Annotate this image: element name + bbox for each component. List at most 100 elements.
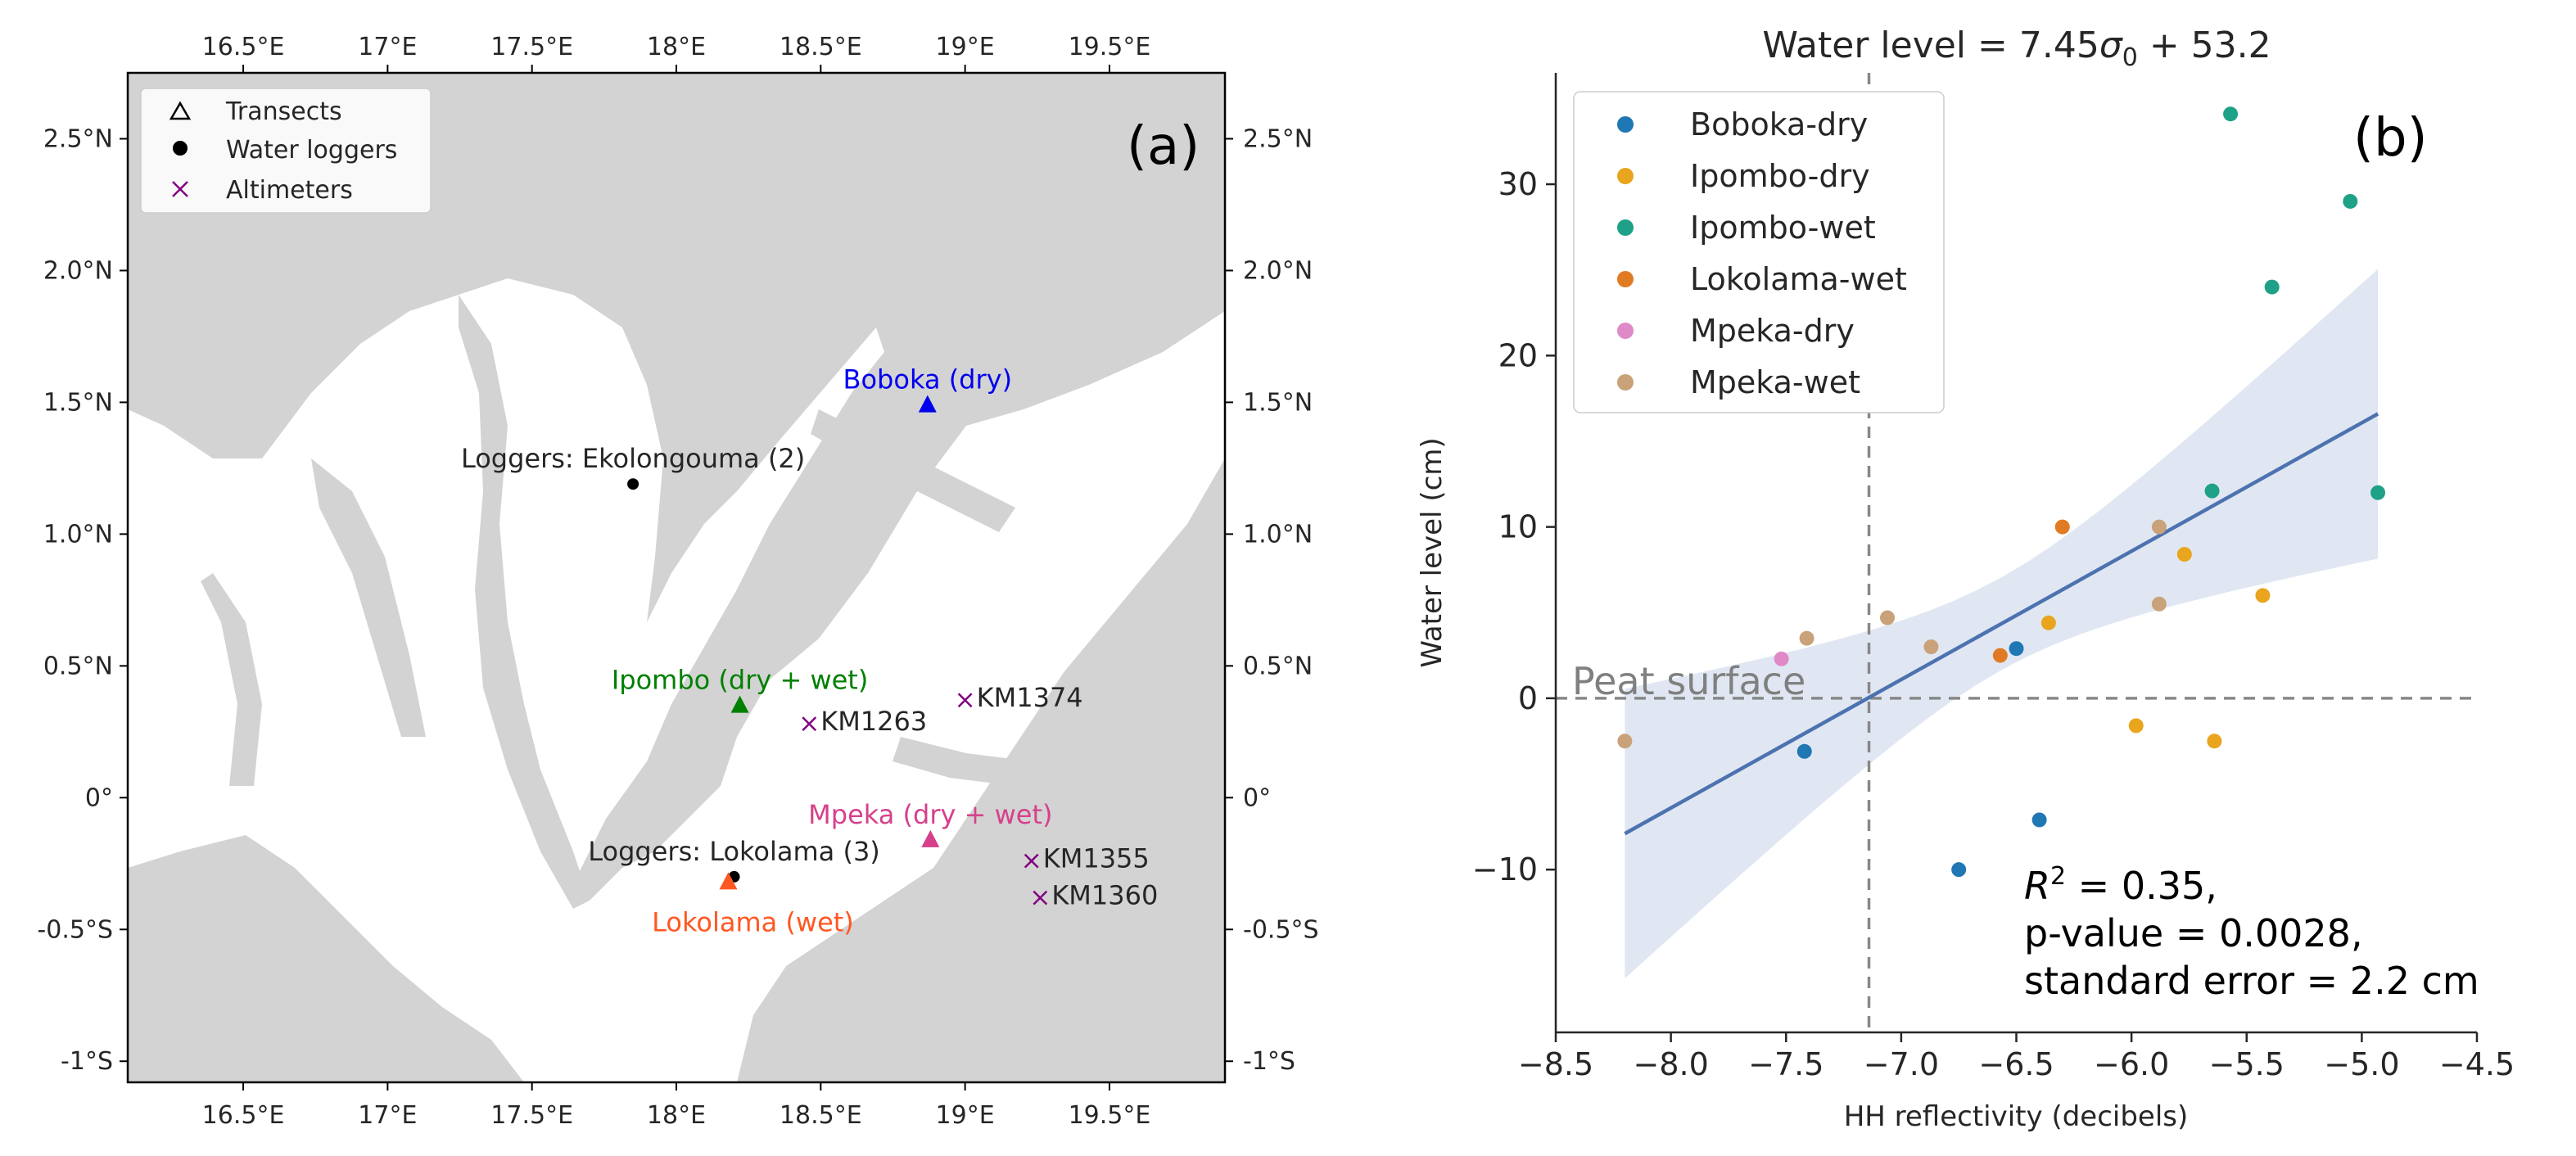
data-point-ipombo-dry xyxy=(2255,588,2271,603)
stats-r2: R2 = 0.35, xyxy=(2024,862,2217,908)
legend-triangle-icon xyxy=(169,101,192,120)
site-label: KM1355 xyxy=(1043,843,1150,874)
data-point-mpeka-wet xyxy=(1880,610,1895,625)
legend-marker-ipombo-wet xyxy=(1617,219,1634,236)
x-tick-label: −4.5 xyxy=(2439,1046,2515,1082)
map-right-tick-label: 0° xyxy=(1243,783,1271,812)
map-axis-ticks: 16.5°E 16.5°E 17°E 17°E 17.5°E 17.5°E 18°E 18°E… xyxy=(37,33,1318,1130)
legend-dot-icon xyxy=(173,141,188,156)
map-bottom-tick-label: 18°E xyxy=(647,1101,706,1130)
altimeter-cross-marker xyxy=(1024,853,1039,869)
stats-standard-error: standard error = 2.2 cm xyxy=(2024,959,2479,1003)
data-point-mpeka-wet xyxy=(1799,630,1814,646)
data-point-ipombo-wet xyxy=(2343,193,2358,209)
scatter-legend-box xyxy=(1573,91,1945,413)
map-right-tick-label: 0.5°N xyxy=(1243,652,1313,680)
map-right-tick-label: 2.0°N xyxy=(1243,256,1313,285)
map-bottom-tick-label: 17.5°E xyxy=(490,1101,573,1130)
legend-marker-mpeka-wet xyxy=(1617,374,1634,391)
site-triangle-marker xyxy=(921,829,940,847)
data-point-boboka-dry xyxy=(2031,812,2047,828)
data-point-mpeka-dry xyxy=(1774,651,1789,666)
map-left-tick-label: 0.5°N xyxy=(43,652,113,680)
map-left-tick-label: 2.0°N xyxy=(43,256,113,285)
x-tick-label: −5.0 xyxy=(2324,1046,2399,1082)
legend-marker-boboka-dry xyxy=(1617,116,1634,133)
data-point-ipombo-wet xyxy=(2264,279,2280,295)
data-point-ipombo-wet xyxy=(2223,106,2239,122)
y-tick-label: 10 xyxy=(1498,509,1538,545)
x-tick-label: −6.5 xyxy=(1978,1046,2054,1082)
site-label: Loggers: Lokolama (3) xyxy=(588,836,880,867)
y-tick-label: 20 xyxy=(1498,337,1538,373)
map-legend-box xyxy=(140,88,432,214)
data-point-boboka-dry xyxy=(1951,862,1967,878)
site-label: KM1360 xyxy=(1051,880,1158,911)
altimeter-cross-marker xyxy=(1033,890,1048,905)
site-label: Boboka (dry) xyxy=(843,364,1013,395)
data-point-mpeka-wet xyxy=(2151,519,2167,535)
map-top-tick-label: 16.5°E xyxy=(202,33,285,61)
x-tick-label: −8.0 xyxy=(1633,1046,1708,1082)
site-triangle-marker xyxy=(719,872,738,890)
legend-marker-mpeka-dry xyxy=(1617,323,1634,339)
site-triangle-marker xyxy=(918,395,937,413)
scatter-points xyxy=(1617,106,2386,878)
y-tick-label: 0 xyxy=(1518,680,1538,716)
data-point-mpeka-wet xyxy=(1923,639,1939,655)
map-bottom-tick-label: 16.5°E xyxy=(202,1101,285,1130)
map-left-tick-label: -0.5°S xyxy=(37,915,113,944)
legend-label-lokolama-wet: Lokolama-wet xyxy=(1690,261,1907,297)
data-point-ipombo-dry xyxy=(2040,615,2056,630)
map-right-tick-label: 1.0°N xyxy=(1243,520,1313,549)
data-point-ipombo-wet xyxy=(2204,483,2220,499)
map-top-tick-label: 17.5°E xyxy=(490,33,573,61)
data-point-ipombo-dry xyxy=(2176,547,2192,562)
map-legend: Transects Water loggers Altimeters xyxy=(140,88,432,214)
legend-label-boboka-dry: Boboka-dry xyxy=(1690,106,1868,142)
data-point-ipombo-dry xyxy=(2128,718,2144,734)
site-label: Lokolama (wet) xyxy=(652,906,854,937)
map-top-tick-label: 17°E xyxy=(358,33,417,61)
map-top-tick-label: 18.5°E xyxy=(780,33,862,61)
regression-line xyxy=(1624,412,2379,836)
x-tick-label: −5.5 xyxy=(2209,1046,2285,1082)
map-right-tick-label: -0.5°S xyxy=(1243,915,1319,944)
x-tick-label: −8.5 xyxy=(1518,1046,1593,1082)
legend-cross-icon xyxy=(172,181,188,197)
y-tick-label: −10 xyxy=(1472,851,1538,887)
legend-label-water-loggers: Water loggers xyxy=(226,136,397,165)
panel-b-label: (b) xyxy=(2353,108,2428,169)
legend-marker-lokolama-wet xyxy=(1617,271,1634,287)
site-label: KM1263 xyxy=(820,706,927,737)
legend-label-ipombo-dry: Ipombo-dry xyxy=(1690,158,1870,194)
logger-dot-marker xyxy=(627,478,639,490)
x-axis-label: HH reflectivity (decibels) xyxy=(1844,1100,2189,1133)
scatter-axis-ticks: −8.5 −8.0 −7.5 −7.0 −6.5 −6.0 −5.5 −5.0 −4.5 −10 0… xyxy=(1472,166,2515,1082)
x-tick-label: −7.0 xyxy=(1864,1046,1939,1082)
peat-surface-label: Peat surface xyxy=(1572,659,1805,703)
legend-label-mpeka-wet: Mpeka-wet xyxy=(1690,364,1860,400)
data-point-lokolama-wet xyxy=(2054,519,2070,535)
data-point-ipombo-wet xyxy=(2370,485,2386,500)
site-label: Loggers: Ekolongouma (2) xyxy=(461,443,805,474)
panel-a-label: (a) xyxy=(1127,116,1200,177)
map-bottom-tick-label: 17°E xyxy=(358,1101,417,1130)
map-right-tick-label: 2.5°N xyxy=(1243,124,1313,153)
scatter-title: Water level = 7.45σ0 + 53.2 xyxy=(1762,25,2271,72)
map-bottom-tick-label: 18.5°E xyxy=(780,1101,862,1130)
scatter-panel: Water level = 7.45σ0 + 53.2 −8.5 −8.0 −7.5… xyxy=(1416,25,2515,1133)
map-top-tick-label: 18°E xyxy=(647,33,706,61)
map-basemap xyxy=(128,73,1225,1082)
data-point-boboka-dry xyxy=(1796,743,1812,759)
map-left-tick-label: 2.5°N xyxy=(43,124,113,153)
site-label: Mpeka (dry + wet) xyxy=(808,799,1052,830)
map-top-tick-label: 19.5°E xyxy=(1069,33,1151,61)
map-bottom-tick-label: 19°E xyxy=(936,1101,995,1130)
map-site-markers: Boboka (dry) Loggers: Ekolongouma (2) Ipom… xyxy=(461,364,1158,938)
site-triangle-marker xyxy=(730,695,749,713)
y-tick-label: 30 xyxy=(1498,166,1538,202)
data-point-mpeka-wet xyxy=(1617,734,1633,749)
map-right-tick-label: 1.5°N xyxy=(1243,388,1313,417)
site-label: Ipombo (dry + wet) xyxy=(612,665,869,696)
